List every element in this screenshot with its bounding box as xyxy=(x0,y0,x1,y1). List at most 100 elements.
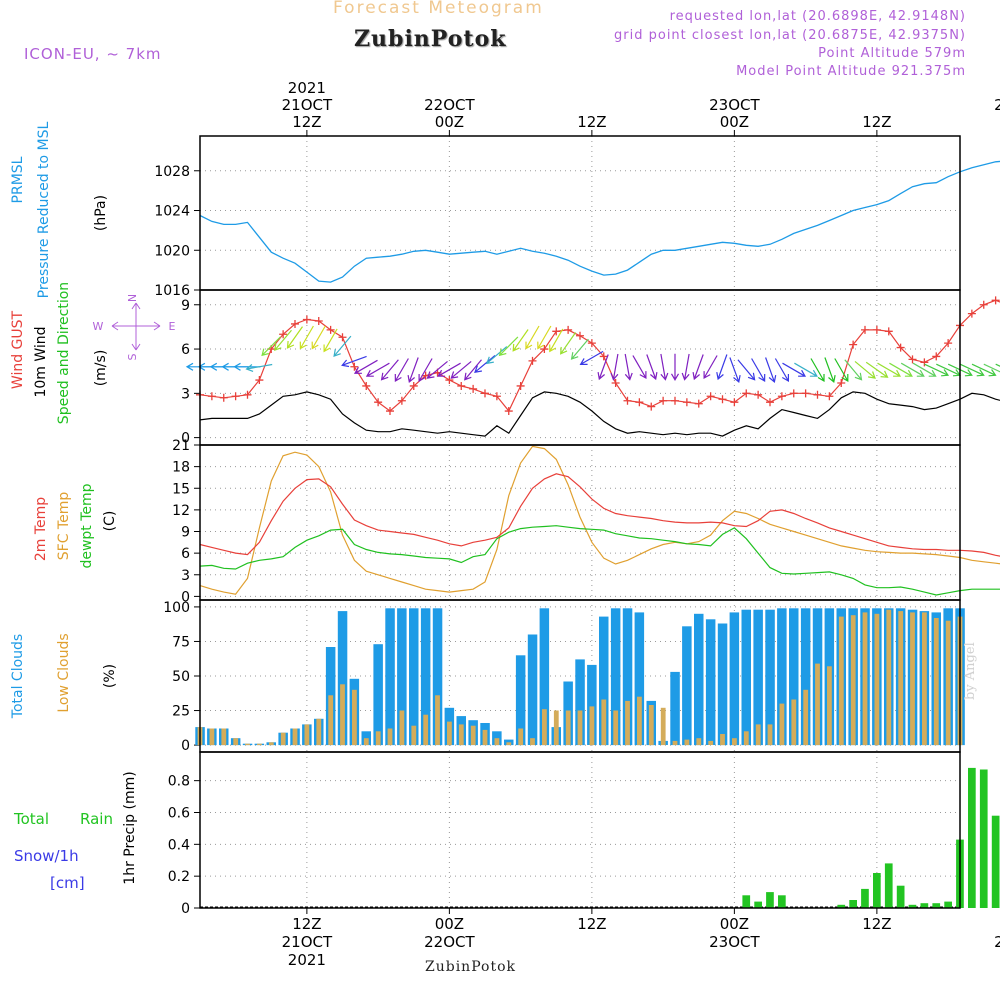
wind-direction-arrow xyxy=(537,325,552,350)
y-tick-label: 0 xyxy=(181,738,190,754)
low-cloud-bar xyxy=(363,738,369,746)
wind-direction-arrow xyxy=(854,360,876,379)
precip-bar xyxy=(920,903,929,908)
low-cloud-bar xyxy=(803,689,809,746)
total-cloud-bar xyxy=(587,664,597,745)
low-cloud-bar xyxy=(470,725,476,745)
total-cloud-bar xyxy=(694,613,704,746)
wind-direction-arrow xyxy=(703,355,718,380)
wind-direction-arrow xyxy=(333,335,352,358)
wind-direction-arrow xyxy=(549,328,564,353)
closest-location: grid point closest lon,lat (20.6875E, 42… xyxy=(614,28,966,43)
wind-direction-arrow xyxy=(341,355,367,368)
wind-direction-arrow xyxy=(824,357,836,384)
wind-direction-arrow xyxy=(597,354,609,381)
precip-bar xyxy=(932,903,941,908)
total-cloud-bar xyxy=(729,612,740,746)
low-cloud-bar xyxy=(850,615,856,746)
low-cloud-bar xyxy=(933,618,939,746)
low-cloud-bar xyxy=(672,740,678,745)
gust-marker xyxy=(777,392,786,401)
low-cloud-bar xyxy=(720,734,725,746)
precip-bar xyxy=(991,815,1000,908)
low-cloud-bar xyxy=(352,689,357,746)
wind-direction-arrow xyxy=(245,363,273,372)
low-cloud-bar xyxy=(233,738,239,746)
precip-bar xyxy=(968,767,976,908)
gust-marker xyxy=(564,325,573,334)
wind-direction-arrow xyxy=(311,325,326,350)
gust-marker xyxy=(207,392,216,401)
gust-marker xyxy=(754,390,763,399)
compass-w: W xyxy=(93,320,104,333)
wind-direction-arrow xyxy=(274,329,292,352)
precip-bar xyxy=(884,863,893,908)
y-tick-label: 9 xyxy=(181,525,190,541)
total-cloud-bar xyxy=(705,619,716,745)
bottom-tick-time: 12Z xyxy=(862,915,891,933)
gust-marker xyxy=(623,396,632,405)
y-tick-label: 12 xyxy=(172,503,190,519)
top-tick-date: 22OCT xyxy=(424,96,475,114)
temp-label-sfc: SFC Temp xyxy=(56,492,72,561)
gust-marker xyxy=(647,402,656,411)
temperature-panel: 0 3 6 9 12 15 18 21 2m Temp SFC Temp dewpt Temp (C) xyxy=(33,438,1000,605)
time-axes: 202121OCT12Z22OCT00Z12Z23OCT00Z12Z24OCT0… xyxy=(282,79,1000,969)
chart-title: Forecast Meteogram xyxy=(333,0,544,18)
gust-marker xyxy=(682,398,691,407)
compass-s: S xyxy=(126,353,139,360)
total-cloud-bar xyxy=(765,609,775,746)
wind-direction-arrow xyxy=(437,362,461,377)
low-cloud-bar xyxy=(815,663,820,746)
wind-panel: 0 3 6 9 Wind GUST 10m Wind Speed and Direction… xyxy=(10,282,1000,447)
low-cloud-bar xyxy=(553,710,559,745)
total-cloud-bar xyxy=(373,644,383,746)
top-tick-date: 21OCT xyxy=(282,96,333,114)
compass-e: E xyxy=(169,320,176,333)
low-cloud-bar xyxy=(577,710,583,745)
gust-marker xyxy=(445,376,454,385)
low-cloud-bar xyxy=(613,710,619,745)
wind-direction-arrow xyxy=(844,359,863,381)
gust-marker xyxy=(991,296,1000,305)
low-cloud-bar xyxy=(708,740,714,745)
precip-label-total: Total xyxy=(13,810,49,828)
gust-marker xyxy=(694,399,703,408)
gust-marker xyxy=(932,352,941,361)
gust-marker xyxy=(279,330,288,339)
gust-marker xyxy=(481,389,489,398)
gust-marker xyxy=(671,396,679,405)
dewpt-temp-line xyxy=(199,525,1000,596)
wind-direction-arrow xyxy=(865,361,889,378)
wind-direction-arrow xyxy=(692,354,704,381)
gust-marker xyxy=(789,389,798,398)
low-cloud-bar xyxy=(862,612,868,746)
gust-marker xyxy=(469,384,478,393)
precip-bar xyxy=(979,769,988,908)
total-cloud-bar xyxy=(492,731,502,746)
wind-direction-arrow xyxy=(810,358,825,383)
gust-marker xyxy=(813,390,822,399)
y-tick-label: 0.8 xyxy=(168,774,190,790)
low-cloud-bar xyxy=(755,724,761,746)
wind-direction-arrow xyxy=(660,353,669,381)
wind-direction-arrow xyxy=(610,353,619,381)
y-tick-label: 50 xyxy=(172,669,190,685)
low-cloud-bar xyxy=(886,609,892,746)
clouds-label-total: Total Clouds xyxy=(10,634,26,719)
wind-direction-arrow xyxy=(353,359,378,374)
gust-marker xyxy=(302,315,311,324)
low-cloud-bar xyxy=(791,699,797,746)
wind-direction-arrow xyxy=(889,362,913,377)
gust-marker xyxy=(255,376,264,385)
gust-marker xyxy=(861,325,869,334)
y-tick-label: 0.2 xyxy=(168,869,190,885)
low-cloud-bar xyxy=(530,738,535,746)
top-tick-time: 00Z xyxy=(435,113,464,131)
y-tick-label: 3 xyxy=(181,386,190,402)
gust-marker xyxy=(849,340,858,349)
wind-direction-arrow xyxy=(464,359,482,381)
temp-label-2m: 2m Temp xyxy=(33,497,49,561)
low-cloud-bar xyxy=(565,710,571,745)
